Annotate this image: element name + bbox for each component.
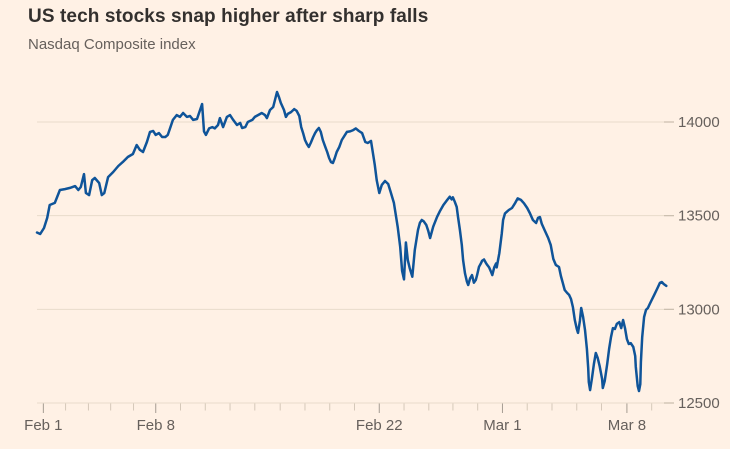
x-axis-label-feb-8: Feb 8 — [137, 417, 175, 434]
y-axis-label-14000: 14000 — [678, 114, 720, 131]
x-axis-label-mar-1: Mar 1 — [483, 417, 521, 434]
chart-title: US tech stocks snap higher after sharp f… — [28, 6, 429, 27]
y-axis-label-12500: 12500 — [678, 395, 720, 412]
x-axis-label-feb-1: Feb 1 — [24, 417, 62, 434]
y-axis-label-13000: 13000 — [678, 301, 720, 318]
chart-subtitle: Nasdaq Composite index — [28, 36, 196, 53]
nasdaq-composite-series-line — [35, 90, 668, 393]
x-axis-label-mar-8: Mar 8 — [608, 417, 646, 434]
x-axis-label-feb-22: Feb 22 — [356, 417, 403, 434]
y-axis-label-13500: 13500 — [678, 208, 720, 225]
